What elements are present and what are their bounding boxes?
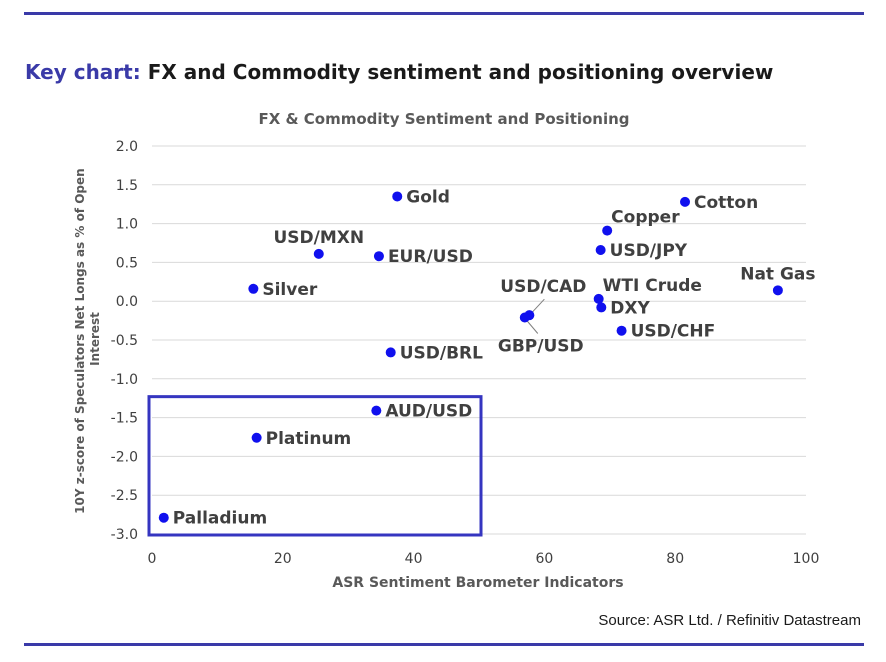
point-wti-crude bbox=[593, 293, 604, 304]
label-usd-jpy: USD/JPY bbox=[610, 241, 688, 261]
y-tick-label: 0.5 bbox=[116, 255, 138, 271]
y-tick-label: -3.0 bbox=[111, 527, 138, 543]
x-tick-label: 0 bbox=[148, 551, 157, 567]
point-usd-mxn bbox=[313, 248, 324, 259]
point-nat-gas bbox=[772, 285, 783, 296]
label-copper: Copper bbox=[611, 208, 680, 228]
label-platinum: Platinum bbox=[266, 429, 352, 449]
highlight-box bbox=[147, 395, 483, 537]
label-wti-crude: WTI Crude bbox=[603, 276, 702, 296]
bottom-rule bbox=[24, 643, 864, 646]
point-palladium bbox=[158, 512, 169, 523]
x-axis-label: ASR Sentiment Barometer Indicators bbox=[332, 575, 623, 591]
data-points bbox=[158, 191, 783, 523]
top-rule bbox=[24, 12, 864, 15]
point-silver bbox=[248, 283, 259, 294]
label-aud-usd: AUD/USD bbox=[385, 402, 472, 422]
y-tick-label: 1.5 bbox=[116, 178, 138, 194]
heading-accent: Key chart: bbox=[25, 60, 141, 84]
label-palladium: Palladium bbox=[173, 509, 267, 529]
point-gold bbox=[392, 191, 403, 202]
label-dxy: DXY bbox=[610, 298, 650, 318]
heading-text: FX and Commodity sentiment and positioni… bbox=[147, 60, 774, 84]
y-tick-label: 2.0 bbox=[116, 139, 138, 155]
label-nat-gas: Nat Gas bbox=[740, 264, 815, 284]
y-axis-label: 10Y z-score of Speculators Net Longs as … bbox=[73, 164, 102, 514]
label-gold: Gold bbox=[406, 187, 450, 207]
x-tick-label: 80 bbox=[666, 551, 684, 567]
x-tick-label: 100 bbox=[793, 551, 820, 567]
y-tick-label: -2.5 bbox=[111, 488, 138, 504]
chart-title: FX & Commodity Sentiment and Positioning bbox=[258, 110, 629, 128]
y-tick-label: -2.0 bbox=[111, 449, 138, 465]
y-tick-label: -1.5 bbox=[111, 411, 138, 427]
y-axis-ticks: 2.0 1.5 1.0 0.5 0.0 -0.5 -1.0 -1.5 -2.0 -2.5 -3.0 bbox=[111, 139, 138, 543]
x-tick-label: 40 bbox=[405, 551, 423, 567]
source-note: Source: ASR Ltd. / Refinitiv Datastream bbox=[598, 612, 861, 629]
label-silver: Silver bbox=[262, 280, 318, 300]
y-tick-label: -0.5 bbox=[111, 333, 138, 349]
point-labels: Gold USD/MXN EUR/USD Silver USD/BRL AUD/USD Pl… bbox=[173, 187, 816, 528]
point-copper bbox=[602, 225, 613, 236]
label-eur-usd: EUR/USD bbox=[388, 247, 473, 267]
callout-line bbox=[530, 298, 545, 314]
x-tick-label: 20 bbox=[274, 551, 292, 567]
label-usd-cad: USD/CAD bbox=[500, 277, 586, 297]
callout-line bbox=[526, 320, 539, 334]
highlight-rectangle bbox=[147, 395, 483, 537]
callout-lines bbox=[526, 298, 545, 334]
label-usd-chf: USD/CHF bbox=[631, 322, 716, 342]
page-heading: Key chart: FX and Commodity sentiment an… bbox=[25, 60, 773, 84]
y-tick-label: 1.0 bbox=[116, 217, 138, 233]
point-usd-chf bbox=[616, 325, 627, 336]
y-tick-label: 0.0 bbox=[116, 294, 138, 310]
point-usd-brl bbox=[385, 347, 396, 358]
y-tick-label: -1.0 bbox=[111, 372, 138, 388]
point-dxy bbox=[596, 302, 607, 313]
point-cotton bbox=[680, 196, 691, 207]
label-gbp-usd: GBP/USD bbox=[498, 336, 584, 356]
point-usd-jpy bbox=[595, 244, 606, 255]
x-tick-label: 60 bbox=[535, 551, 553, 567]
label-usd-mxn: USD/MXN bbox=[273, 228, 364, 248]
label-usd-brl: USD/BRL bbox=[400, 343, 483, 363]
label-cotton: Cotton bbox=[694, 193, 758, 213]
point-platinum bbox=[251, 432, 262, 443]
point-gbp-usd bbox=[519, 312, 530, 323]
point-aud-usd bbox=[371, 405, 382, 416]
x-axis-ticks: 0 20 40 60 80 100 bbox=[148, 551, 820, 567]
point-eur-usd bbox=[373, 251, 384, 262]
